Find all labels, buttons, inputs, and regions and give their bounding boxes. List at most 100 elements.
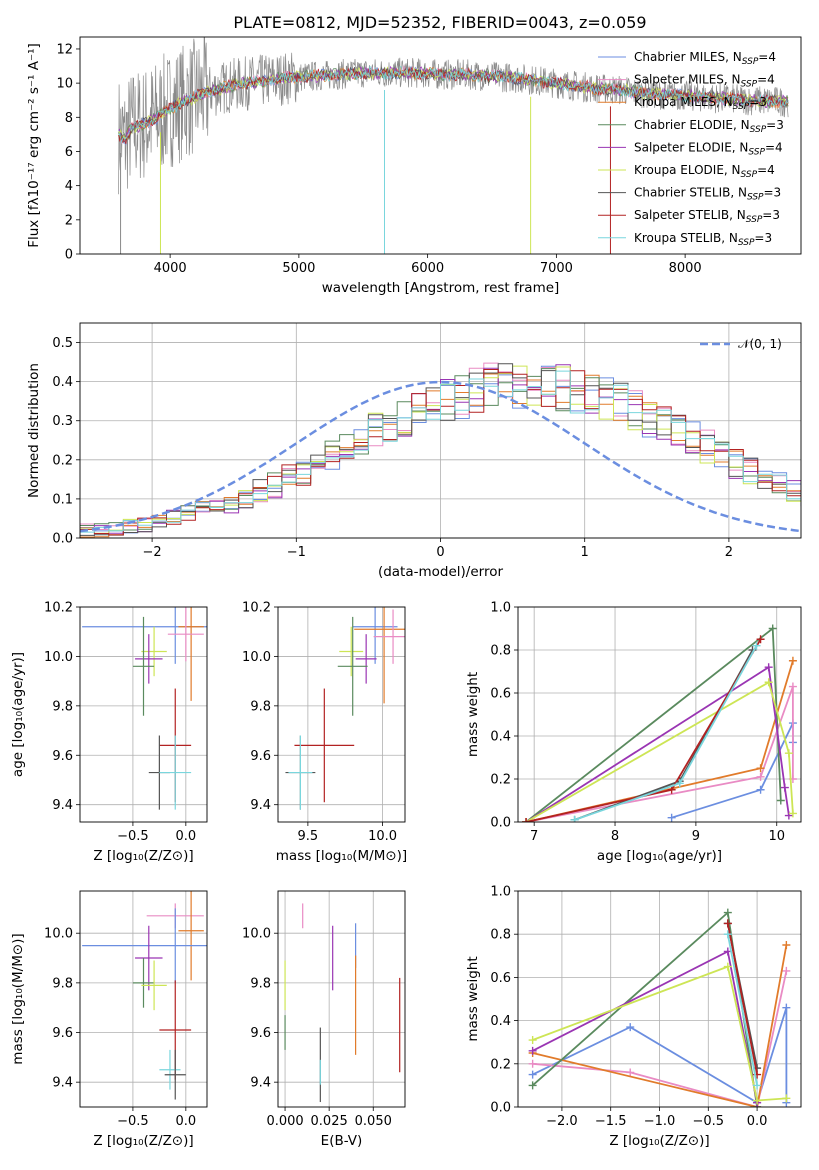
weight-marker bbox=[723, 908, 732, 917]
weight-marker bbox=[756, 772, 765, 781]
y-tick-label: 0.8 bbox=[490, 928, 511, 943]
histogram-step bbox=[80, 365, 801, 538]
weight-line bbox=[525, 686, 794, 822]
x-tick-label: −0.5 bbox=[117, 829, 149, 844]
x-tick-label: 0.0 bbox=[175, 1114, 196, 1129]
y-tick-label: 9.8 bbox=[52, 976, 73, 991]
x-axis-label: E(B-V) bbox=[321, 1133, 363, 1149]
x-tick-label: 10 bbox=[768, 829, 785, 844]
x-tick-label: −1.0 bbox=[644, 1114, 676, 1129]
legend-label: Kroupa ELODIE, NSSP=4 bbox=[634, 163, 775, 180]
legend-entry: Salpeter MILES, NSSP=4 bbox=[598, 73, 775, 90]
chart-title: PLATE=0812, MJD=52352, FIBERID=0043, z=0… bbox=[233, 13, 646, 32]
y-tick-label: 0.5 bbox=[52, 336, 73, 351]
legend-entry: Salpeter ELODIE, NSSP=4 bbox=[598, 140, 783, 157]
chart-age-vs-z: −0.5 0.0 9.4 9.6 9.8 10.0 10.2 Z [log₁₀(Z/Z⊙)] a… bbox=[10, 601, 208, 864]
axes-frame bbox=[79, 322, 802, 539]
plot-area-mass-vs-z bbox=[82, 891, 207, 1100]
y-tick-label: 9.4 bbox=[52, 798, 73, 813]
y-tick-label: 9.6 bbox=[250, 749, 271, 764]
x-tick-label: 0.000 bbox=[266, 1114, 303, 1129]
legend-entry: Kroupa MILES, NSSP=3 bbox=[598, 95, 767, 112]
chart-weight-vs-z: −2.0 −1.5 −1.0 −0.5 0.0 0.0 0.2 0.4 0.6 0.8 1.0 Z [… bbox=[465, 885, 802, 1149]
weight-marker bbox=[756, 764, 765, 773]
chart-spectrum: 4000 5000 6000 7000 8000 0 2 4 6 8 10 12 wavelength … bbox=[26, 13, 802, 296]
errorbar-point bbox=[178, 891, 204, 981]
y-tick-label: 0.4 bbox=[52, 375, 73, 390]
model-spectrum-line bbox=[118, 65, 789, 144]
weight-marker bbox=[626, 1023, 635, 1032]
legend-label: Kroupa STELIB, NSSP=3 bbox=[634, 231, 772, 248]
y-tick-label: 2 bbox=[65, 213, 73, 228]
weight-marker bbox=[784, 811, 793, 820]
chart-residuals: −2 −1 0 1 2 0.0 0.1 0.2 0.3 0.4 0.5 (data-model)/er… bbox=[26, 322, 802, 580]
plot-area-age-vs-z bbox=[82, 607, 207, 810]
legend-entry: Chabrier ELODIE, NSSP=3 bbox=[598, 118, 784, 135]
plot-area-age-vs-mass bbox=[285, 607, 405, 810]
errorbar-point bbox=[354, 607, 405, 704]
weight-marker bbox=[667, 785, 676, 794]
y-axis-label: mass [log₁₀(M/M⊙)] bbox=[10, 933, 26, 1064]
plot-area-weight-vs-age bbox=[522, 624, 797, 822]
weight-marker bbox=[723, 919, 732, 928]
legend-label: Kroupa MILES, NSSP=3 bbox=[634, 95, 767, 112]
weight-marker bbox=[753, 1081, 762, 1090]
y-tick-label: 0.4 bbox=[490, 730, 511, 745]
y-tick-label: 12 bbox=[56, 42, 73, 57]
x-tick-label: 0.025 bbox=[311, 1114, 348, 1129]
y-tick-label: 9.8 bbox=[250, 976, 271, 991]
legend-label: Chabrier STELIB, NSSP=3 bbox=[634, 186, 781, 203]
y-axis-label: mass weight bbox=[465, 956, 481, 1041]
axes-frame bbox=[517, 606, 802, 823]
weight-marker bbox=[768, 624, 777, 633]
y-tick-label: 10.0 bbox=[242, 650, 271, 665]
y-tick-label: 9.4 bbox=[52, 1076, 73, 1091]
plot-area-mass-vs-ebv bbox=[284, 903, 401, 1103]
y-tick-label: 9.6 bbox=[52, 1026, 73, 1041]
chart-weight-vs-age: 7 8 9 10 0.0 0.2 0.4 0.6 0.8 1.0 age [log₁₀(age/yr… bbox=[465, 601, 802, 864]
weight-marker bbox=[782, 1003, 791, 1012]
errorbar-point bbox=[132, 958, 155, 1008]
weight-series bbox=[723, 919, 762, 1079]
axes-frame bbox=[277, 606, 406, 823]
errorbar-point bbox=[164, 1049, 186, 1100]
y-tick-label: 10 bbox=[56, 77, 73, 92]
histogram-step bbox=[80, 362, 801, 530]
weight-marker bbox=[570, 815, 579, 822]
y-tick-label: 9.6 bbox=[52, 749, 73, 764]
y-tick-label: 6 bbox=[65, 145, 73, 160]
axes-frame bbox=[79, 36, 802, 255]
histogram-step bbox=[80, 364, 801, 534]
y-tick-label: 9.6 bbox=[250, 1026, 271, 1041]
histogram-step bbox=[80, 373, 801, 538]
y-tick-label: 0.2 bbox=[52, 453, 73, 468]
legend-label: Chabrier ELODIE, NSSP=3 bbox=[634, 118, 784, 135]
x-tick-label: −0.5 bbox=[117, 1114, 149, 1129]
normal-curve bbox=[80, 380, 801, 533]
axes-frame bbox=[277, 890, 406, 1108]
y-axis-label: mass weight bbox=[465, 672, 481, 757]
errorbar-point bbox=[294, 688, 355, 803]
legend-entry: Chabrier STELIB, NSSP=3 bbox=[598, 186, 781, 203]
x-tick-label: 0.050 bbox=[355, 1114, 392, 1129]
x-tick-label: 0.0 bbox=[175, 829, 196, 844]
weight-marker bbox=[752, 641, 761, 650]
x-tick-label: 8000 bbox=[669, 261, 702, 276]
y-tick-label: 8 bbox=[65, 111, 73, 126]
x-tick-label: 5000 bbox=[282, 261, 315, 276]
weight-series bbox=[528, 962, 791, 1105]
y-tick-label: 0.1 bbox=[52, 492, 73, 507]
plot-area-spectrum bbox=[118, 37, 789, 254]
histogram-step bbox=[80, 370, 801, 533]
legend-entry: Salpeter STELIB, NSSP=3 bbox=[598, 208, 780, 225]
errorbar-point bbox=[288, 735, 313, 810]
x-tick-label: 0.0 bbox=[747, 1114, 768, 1129]
y-tick-label: 9.8 bbox=[250, 699, 271, 714]
weight-marker bbox=[528, 1081, 537, 1090]
x-tick-label: 8 bbox=[611, 829, 619, 844]
errorbar-point bbox=[82, 607, 207, 664]
errorbar-point bbox=[132, 616, 155, 716]
weight-marker bbox=[667, 813, 676, 822]
x-tick-label: 2 bbox=[725, 545, 733, 560]
